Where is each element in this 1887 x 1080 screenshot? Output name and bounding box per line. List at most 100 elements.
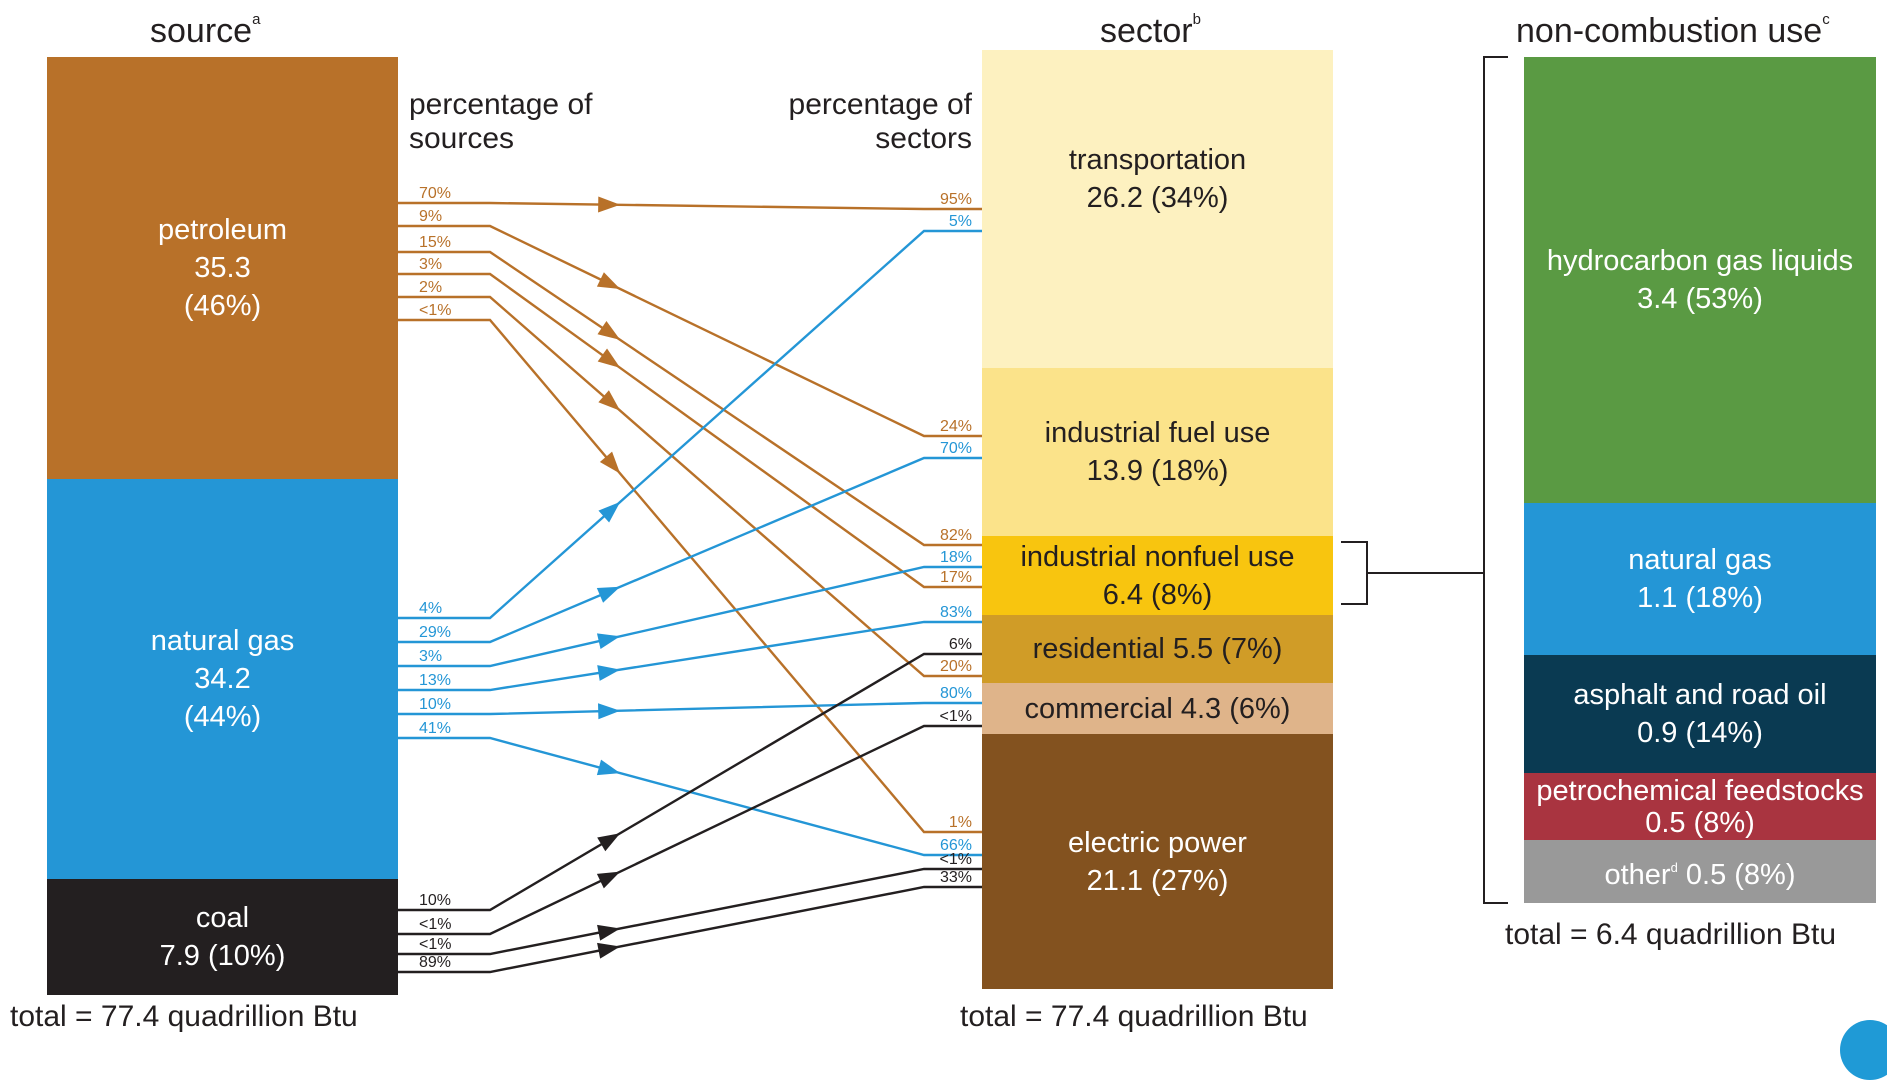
source-percentage-label: 9% xyxy=(419,208,442,225)
noncombustion-column-title: non-combustion usec xyxy=(1516,11,1830,50)
petroleum-share: (46%) xyxy=(183,290,262,322)
flow-natural-gas-to-residential: 13% 83% xyxy=(398,604,982,692)
flow-line xyxy=(398,724,982,936)
electric-power-value: 21.1 (27%) xyxy=(1086,864,1229,897)
transportation-label: transportation xyxy=(1068,144,1247,176)
flow-petroleum-to-industrial-fuel: 9% 24% xyxy=(398,208,982,438)
transportation-value: 26.2 (34%) xyxy=(1086,182,1229,214)
source-percentage-label: 70% xyxy=(419,185,451,202)
sector-percentage-label: <1% xyxy=(940,708,972,725)
industrial-fuel-use-label: industrial fuel use xyxy=(1044,417,1271,449)
flow-line xyxy=(398,620,982,692)
source-percentage-label: <1% xyxy=(419,916,451,933)
sector-percentage-label: 5% xyxy=(949,213,972,230)
residential-label: residential 5.5 (7%) xyxy=(1032,633,1283,665)
flow-line xyxy=(398,867,982,956)
sector-block-industrial-nonfuel-use: industrial nonfuel use 6.4 (8%) xyxy=(982,536,1333,615)
hydrocarbon-gas-liquids-value: 3.4 (53%) xyxy=(1637,283,1763,315)
noncombustion-bracket xyxy=(1341,56,1508,904)
flow-arrowhead xyxy=(596,586,621,603)
flow-natural-gas-to-industrial-nonfuel: 3% 18% xyxy=(398,549,982,668)
industrial-fuel-use-value: 13.9 (18%) xyxy=(1086,455,1229,487)
flow-arrowhead xyxy=(596,871,621,889)
sector-percentage-label: 18% xyxy=(940,549,972,566)
source-percentage-label: <1% xyxy=(419,936,451,953)
natural-gas-label: natural gas xyxy=(150,625,295,657)
flow-line xyxy=(398,201,982,211)
corner-badge xyxy=(1840,1020,1887,1080)
source-percentage-label: 2% xyxy=(419,279,442,296)
noncombustion-block-hydrocarbon-gas-liquids: hydrocarbon gas liquids 3.4 (53%) xyxy=(1524,57,1876,503)
source-percentage-label: 41% xyxy=(419,720,451,737)
other-label: otherd 0.5 (8%) xyxy=(1604,859,1796,891)
sector-percentage-label: 24% xyxy=(940,418,972,435)
industrial-nonfuel-use-label: industrial nonfuel use xyxy=(1020,540,1295,573)
coal-label: coal xyxy=(195,902,250,934)
source-column-title: sourcea xyxy=(150,11,261,50)
noncombustion-natural-gas-label: natural gas xyxy=(1628,544,1772,576)
flow-arrowhead xyxy=(597,942,621,959)
flow-petroleum-to-residential: 3% 17% xyxy=(398,256,982,589)
flow-arrowhead xyxy=(597,833,621,852)
sector-bracket xyxy=(1341,541,1368,605)
flow-line xyxy=(398,224,982,438)
sector-block-residential: residential 5.5 (7%) xyxy=(982,615,1333,683)
flow-arrowhead xyxy=(598,390,621,411)
flow-arrowhead xyxy=(597,320,621,340)
natural-gas-value: 34.2 xyxy=(194,663,251,695)
sector-total: total = 77.4 quadrillion Btu xyxy=(960,1000,1308,1033)
sector-percentage-label: 1% xyxy=(949,814,972,831)
electric-power-label: electric power xyxy=(1068,826,1247,859)
sector-block-industrial-fuel-use: industrial fuel use 13.9 (18%) xyxy=(982,368,1333,536)
sector-block-transportation: transportation 26.2 (34%) xyxy=(982,50,1333,368)
flow-natural-gas-to-transportation: 4% 5% xyxy=(398,213,982,620)
flow-petroleum-to-commercial: 2% 20% xyxy=(398,279,982,678)
source-block-petroleum: petroleum 35.3 (46%) xyxy=(47,57,398,479)
source-percentage-label: 3% xyxy=(419,256,442,273)
source-percentage-label: 4% xyxy=(419,600,442,617)
flow-petroleum-to-industrial-nonfuel: 15% 82% xyxy=(398,234,982,547)
petroleum-value: 35.3 xyxy=(194,252,251,284)
source-block-coal: coal 7.9 (10%) xyxy=(47,879,398,995)
hydrocarbon-gas-liquids-label: hydrocarbon gas liquids xyxy=(1546,245,1854,277)
sector-percentage-label: 82% xyxy=(940,527,972,544)
flow-line xyxy=(398,250,982,547)
noncombustion-block-natural-gas: natural gas 1.1 (18%) xyxy=(1524,503,1876,655)
flow-arrowhead xyxy=(596,633,621,649)
flow-petroleum-to-electric-power: <1% 1% xyxy=(398,302,982,834)
noncombustion-block-petrochemical-feedstocks: petrochemical feedstocks 0.5 (8%) xyxy=(1524,773,1876,840)
sector-percentage-label: <1% xyxy=(940,851,972,868)
asphalt-road-oil-value: 0.9 (14%) xyxy=(1637,717,1763,749)
flow-arrowhead xyxy=(599,451,621,474)
flow-line xyxy=(398,885,982,974)
source-percentage-label: <1% xyxy=(419,302,451,319)
flow-arrowhead xyxy=(597,924,621,941)
flow-natural-gas-to-electric-power: 41% 66% xyxy=(398,720,982,857)
flow-natural-gas-to-industrial-fuel: 29% 70% xyxy=(398,440,982,644)
flow-line xyxy=(398,456,982,644)
flow-petroleum-to-transportation: 70% 95% xyxy=(398,185,982,213)
flow-coal-to-industrial-fuel: 10% 6% xyxy=(398,636,982,912)
commercial-label: commercial 4.3 (6%) xyxy=(1024,692,1291,725)
source-percentage-label: 13% xyxy=(419,672,451,689)
flow-line xyxy=(398,565,982,668)
source-percentage-label: 89% xyxy=(419,954,451,971)
flow-arrowhead xyxy=(597,348,621,368)
sector-percentage-label: 70% xyxy=(940,440,972,457)
flow-coal-to-commercial: <1% <1% xyxy=(398,851,982,956)
source-block-natural-gas: natural gas 34.2 (44%) xyxy=(47,479,398,879)
source-percentage-label: 15% xyxy=(419,234,451,251)
source-total: total = 77.4 quadrillion Btu xyxy=(10,1000,358,1033)
source-percentage-label: 10% xyxy=(419,696,451,713)
noncombustion-column-bracket xyxy=(1483,56,1508,904)
energy-flow-diagram: sourcea sectorb non-combustion usec perc… xyxy=(10,11,1887,1080)
flow-coal-to-electric-power: 89% 33% xyxy=(398,869,982,974)
sector-block-commercial: commercial 4.3 (6%) xyxy=(982,683,1333,734)
source-percentage-label: 3% xyxy=(419,648,442,665)
flow-line xyxy=(398,318,982,834)
sector-percentage-label: 95% xyxy=(940,191,972,208)
flow-arrowhead xyxy=(598,196,621,213)
flow-arrowhead xyxy=(596,759,621,776)
flow-arrowhead xyxy=(598,501,621,523)
flow-arrowhead xyxy=(596,272,621,289)
